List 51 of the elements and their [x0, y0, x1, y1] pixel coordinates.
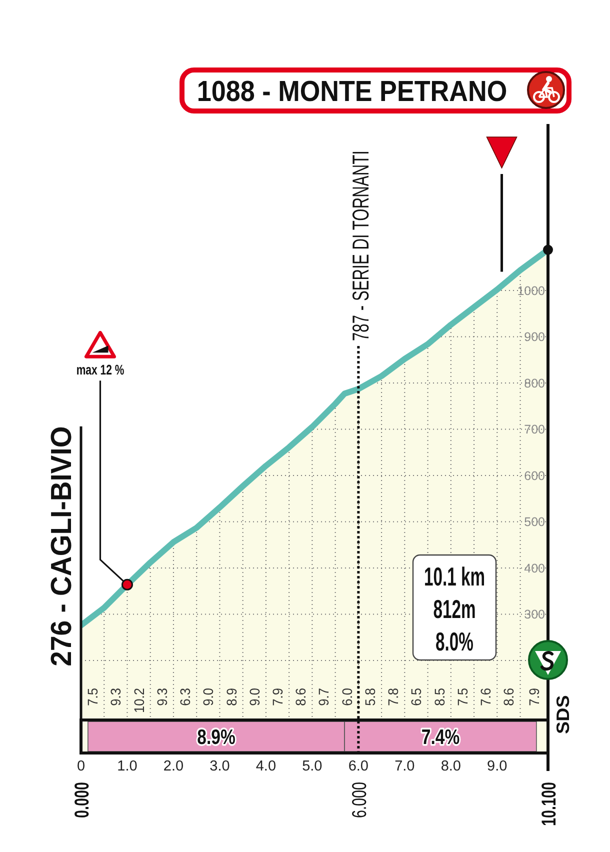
- annotation: 9.0: [246, 688, 263, 706]
- x-tick-label: 4.0: [256, 758, 276, 774]
- y-tick-label: 1000: [517, 284, 546, 298]
- x-tick-label: 8.0: [440, 758, 461, 774]
- y-tick-label: 600: [524, 468, 546, 483]
- annotation: 8.0%: [436, 626, 474, 656]
- annotation: max 12 %: [76, 362, 124, 378]
- annotation: 10.2: [131, 688, 147, 714]
- annotation: 812m: [433, 594, 476, 624]
- annotation: 9.0: [200, 688, 216, 706]
- annotation: 787 - SERIE DI TORNANTI: [348, 150, 374, 342]
- annotation: 7.5: [454, 688, 471, 706]
- x-tick-label: 0: [76, 758, 86, 774]
- annotation: 7.6: [478, 688, 494, 706]
- annotation: 9.3: [154, 688, 170, 706]
- y-tick-label: 300: [524, 608, 546, 622]
- text: 6.000: [348, 782, 371, 818]
- annotation: 6.3: [178, 688, 194, 706]
- annotation: 7.8: [386, 688, 402, 706]
- annotation: 7.9: [526, 688, 542, 706]
- band-label: 7.4%: [421, 726, 460, 750]
- annotation: 8.6: [501, 688, 517, 706]
- annotation: 7.5: [85, 688, 101, 706]
- x-tick-label: 3.0: [210, 758, 230, 774]
- annotation: 8.5: [432, 688, 448, 706]
- annotation: 7.9: [270, 688, 286, 706]
- annotation: 9.7: [316, 688, 332, 706]
- annotation: 8.6: [293, 688, 309, 706]
- y-tick-label: 800: [524, 376, 546, 390]
- annotation: 8.9: [224, 688, 240, 706]
- x-tick-label: 7.0: [394, 758, 415, 774]
- annotation: 9.3: [108, 688, 124, 706]
- x-tick-label: 2.0: [163, 758, 184, 774]
- x-tick-label: 1.0: [117, 758, 138, 774]
- y-tick-label: 700: [524, 422, 546, 437]
- x-tick-label: 6.0: [348, 758, 369, 774]
- y-tick-label: 900: [524, 330, 546, 344]
- x-tick-label: 5.0: [302, 758, 322, 774]
- annotation: 6.5: [408, 688, 424, 706]
- y-tick-label: 400: [524, 561, 546, 576]
- x-tick-label: 9.0: [487, 758, 508, 774]
- band-label: 8.9%: [197, 726, 236, 750]
- text: SDS: [552, 695, 573, 734]
- chart-title: 1088 - MONTE PETRANO: [196, 74, 508, 108]
- annotation: 10.1 km: [424, 562, 486, 592]
- annotation: 5.8: [362, 688, 378, 706]
- text: 10.100: [537, 782, 560, 826]
- text: 0.000: [70, 782, 94, 818]
- annotation: 6.0: [339, 688, 355, 706]
- annotation: 276 - CAGLI-BIVIO: [44, 426, 78, 666]
- y-tick-label: 500: [524, 515, 546, 530]
